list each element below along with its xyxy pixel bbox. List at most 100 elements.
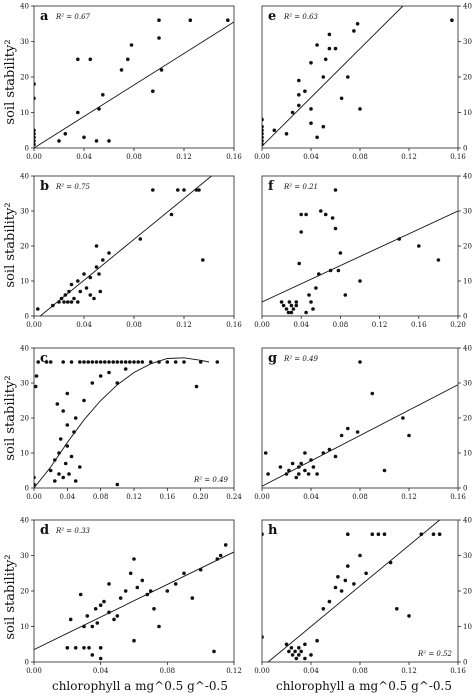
- x-axis-label-right: chlorophyll a mg^0.5 g^-0.5: [276, 679, 452, 693]
- data-point: [272, 128, 277, 133]
- data-point: [289, 303, 294, 308]
- data-point: [36, 360, 40, 364]
- data-point: [223, 543, 228, 547]
- data-point: [262, 635, 264, 639]
- data-point: [76, 57, 80, 62]
- y-tick-label: 30: [463, 380, 472, 388]
- data-point: [338, 251, 343, 255]
- data-point: [284, 642, 289, 647]
- x-tick-label: 0.00: [26, 667, 42, 675]
- data-point: [135, 585, 140, 590]
- data-point: [284, 132, 289, 136]
- data-point: [68, 617, 73, 622]
- data-point: [67, 472, 71, 476]
- data-point: [82, 135, 86, 140]
- fit-line: [262, 384, 458, 487]
- panel-h: 0.00 0.04 0.08 0.12 0.160 10 20 30 40 h R² = 0.52: [254, 517, 472, 676]
- data-point: [303, 89, 307, 93]
- data-point: [34, 374, 39, 378]
- panel-g: 0.00 0.04 0.08 0.12 0.160 10 20 30 40 g R² = 0.49: [254, 345, 472, 502]
- y-tick-label: 20: [20, 588, 29, 596]
- x-tick-label: 0.08: [160, 667, 176, 675]
- data-point: [262, 117, 264, 122]
- data-point: [286, 310, 291, 315]
- data-point: [321, 124, 326, 129]
- data-point: [34, 82, 36, 86]
- data-point: [358, 279, 362, 283]
- y-tick-label: 10: [463, 623, 472, 631]
- data-point: [73, 416, 78, 420]
- data-point: [57, 472, 61, 476]
- data-point: [323, 212, 328, 217]
- data-point: [287, 649, 291, 654]
- x-tick-label: 0.00: [26, 153, 42, 161]
- data-point: [321, 607, 326, 611]
- y-tick-label: 20: [20, 243, 29, 251]
- data-point: [92, 296, 96, 301]
- data-point: [358, 360, 362, 364]
- data-point: [173, 582, 178, 586]
- data-point: [304, 212, 308, 217]
- data-point: [82, 360, 86, 364]
- panel-c: 0.00 0.04 0.08 0.12 0.16 0.20 0.24 0 10 20 30 40 c R²…: [20, 345, 242, 502]
- data-point: [55, 402, 60, 406]
- data-point: [107, 582, 111, 586]
- data-point: [157, 36, 161, 40]
- y-tick-label: 10: [20, 450, 29, 458]
- data-point: [346, 532, 350, 536]
- y-tick-label: 30: [463, 208, 472, 216]
- data-point: [294, 303, 299, 308]
- data-point: [34, 139, 36, 143]
- x-tick-label: 0.04: [303, 153, 319, 161]
- data-point: [346, 75, 350, 79]
- data-point: [303, 656, 307, 661]
- data-point: [311, 465, 316, 469]
- panel-letter: b: [40, 179, 49, 194]
- data-point: [395, 607, 399, 611]
- y-tick-label: 0: [463, 659, 467, 667]
- x-tick-label: 0.12: [372, 321, 388, 329]
- x-tick-label: 0.00: [254, 667, 270, 675]
- data-point: [34, 132, 36, 136]
- data-point: [119, 68, 124, 72]
- data-point: [333, 454, 338, 459]
- data-point: [291, 307, 296, 311]
- r-squared-label: R² = 0.75: [55, 183, 91, 191]
- panel-d: 0.00 0.04 0.08 0.12 0 10 20 30 40 d R² = 0.33: [20, 517, 242, 676]
- data-point: [317, 272, 321, 276]
- data-point: [57, 300, 61, 304]
- x-tick-label: 0.00: [26, 493, 42, 501]
- data-point: [194, 384, 199, 389]
- data-point: [299, 230, 304, 234]
- data-point: [315, 472, 319, 476]
- y-tick-label: 10: [463, 109, 472, 117]
- panel-row-2-left-y-label: soil stability²: [3, 202, 18, 287]
- x-tick-label: 0.12: [226, 667, 242, 675]
- data-point: [101, 93, 105, 97]
- data-point: [262, 124, 264, 129]
- x-tick-label: 0.04: [60, 493, 76, 501]
- data-point: [34, 482, 36, 487]
- data-point: [333, 226, 338, 231]
- data-point: [138, 237, 143, 241]
- data-point: [281, 303, 286, 308]
- data-point: [102, 599, 106, 604]
- data-point: [407, 614, 411, 618]
- data-point: [58, 437, 63, 441]
- panel-row-1-left-y-label: soil stability²: [3, 39, 18, 124]
- data-point: [115, 360, 120, 364]
- data-point: [128, 360, 132, 364]
- r-squared-label: R² = 0.21: [283, 183, 318, 191]
- data-point: [388, 560, 393, 565]
- data-point: [284, 307, 289, 311]
- data-point: [34, 135, 36, 140]
- data-point: [69, 300, 74, 304]
- data-point: [76, 279, 80, 283]
- data-point: [67, 289, 71, 294]
- data-point: [118, 596, 123, 600]
- panel-e: 0.00 0.04 0.08 0.12 0.160 10 20 30 40 e R² = 0.63: [254, 3, 472, 162]
- y-tick-label: 40: [463, 517, 472, 525]
- plot-frame: [261, 5, 459, 149]
- data-point: [126, 57, 130, 62]
- data-point: [182, 571, 186, 576]
